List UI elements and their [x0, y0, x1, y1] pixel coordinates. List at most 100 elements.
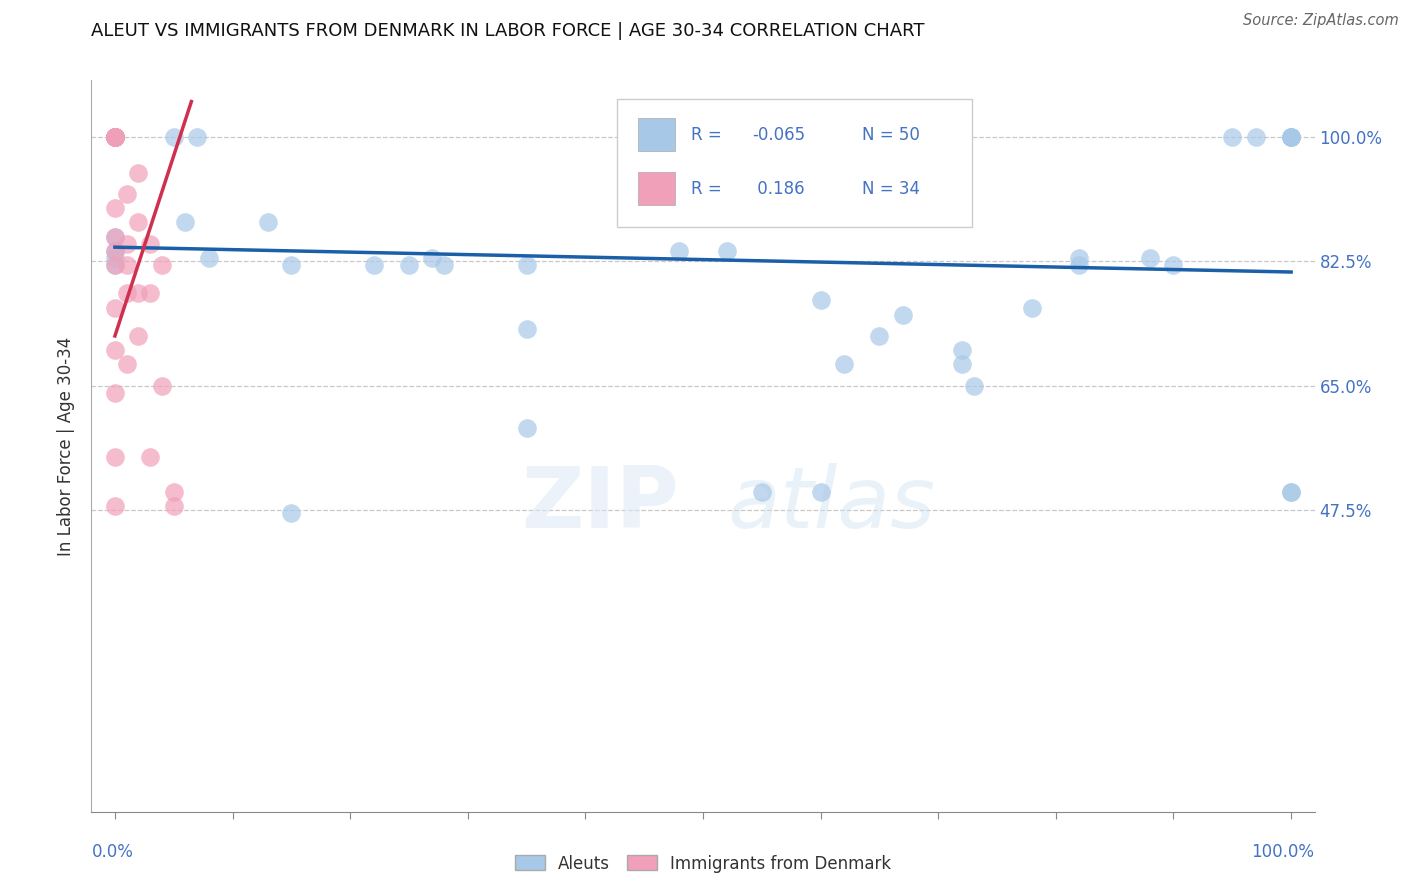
- Point: [174, 215, 197, 229]
- Point: [1021, 301, 1043, 315]
- Point: [1279, 130, 1302, 145]
- Point: [104, 130, 127, 145]
- Text: 0.0%: 0.0%: [91, 843, 134, 861]
- Point: [104, 244, 127, 258]
- Point: [104, 251, 127, 265]
- Text: ALEUT VS IMMIGRANTS FROM DENMARK IN LABOR FORCE | AGE 30-34 CORRELATION CHART: ALEUT VS IMMIGRANTS FROM DENMARK IN LABO…: [91, 22, 925, 40]
- Text: N = 34: N = 34: [862, 179, 920, 197]
- Point: [516, 258, 538, 272]
- Point: [186, 130, 208, 145]
- Point: [1279, 485, 1302, 500]
- FancyBboxPatch shape: [638, 119, 675, 152]
- Point: [962, 378, 984, 392]
- Point: [104, 130, 127, 145]
- Point: [104, 130, 127, 145]
- Point: [950, 343, 973, 358]
- Point: [104, 229, 127, 244]
- Point: [1069, 258, 1091, 272]
- Text: Source: ZipAtlas.com: Source: ZipAtlas.com: [1243, 13, 1399, 29]
- Text: 100.0%: 100.0%: [1251, 843, 1315, 861]
- Point: [1139, 251, 1161, 265]
- Point: [163, 500, 186, 514]
- Point: [1279, 130, 1302, 145]
- Point: [127, 329, 149, 343]
- Point: [104, 385, 127, 400]
- Point: [668, 244, 690, 258]
- Point: [139, 450, 162, 464]
- Point: [115, 236, 138, 251]
- Point: [716, 244, 738, 258]
- Point: [104, 130, 127, 145]
- Point: [104, 130, 127, 145]
- Point: [1220, 130, 1243, 145]
- Point: [280, 258, 302, 272]
- Point: [104, 130, 127, 145]
- Point: [104, 450, 127, 464]
- Point: [751, 485, 773, 500]
- Point: [104, 258, 127, 272]
- Point: [891, 308, 914, 322]
- Point: [950, 357, 973, 371]
- Point: [1279, 485, 1302, 500]
- Point: [198, 251, 221, 265]
- FancyBboxPatch shape: [617, 99, 972, 227]
- Point: [832, 357, 855, 371]
- Point: [104, 130, 127, 145]
- Point: [163, 130, 186, 145]
- Point: [1069, 251, 1091, 265]
- Point: [115, 186, 138, 201]
- Point: [104, 130, 127, 145]
- Point: [868, 329, 890, 343]
- Text: R =: R =: [690, 179, 721, 197]
- Text: -0.065: -0.065: [752, 126, 806, 145]
- Point: [516, 421, 538, 435]
- Point: [1279, 130, 1302, 145]
- Point: [115, 286, 138, 301]
- Point: [104, 258, 127, 272]
- Point: [127, 165, 149, 179]
- Y-axis label: In Labor Force | Age 30-34: In Labor Force | Age 30-34: [58, 336, 76, 556]
- Point: [104, 130, 127, 145]
- Legend: Aleuts, Immigrants from Denmark: Aleuts, Immigrants from Denmark: [508, 848, 898, 880]
- Point: [398, 258, 420, 272]
- Point: [139, 286, 162, 301]
- Point: [104, 130, 127, 145]
- Point: [139, 236, 162, 251]
- Point: [104, 130, 127, 145]
- Point: [104, 500, 127, 514]
- Point: [104, 244, 127, 258]
- Point: [115, 357, 138, 371]
- Point: [163, 485, 186, 500]
- Point: [104, 229, 127, 244]
- Point: [104, 301, 127, 315]
- Text: N = 50: N = 50: [862, 126, 920, 145]
- Point: [104, 130, 127, 145]
- Point: [422, 251, 444, 265]
- Point: [810, 293, 832, 308]
- Point: [363, 258, 385, 272]
- Point: [810, 485, 832, 500]
- Point: [115, 258, 138, 272]
- Point: [104, 130, 127, 145]
- Point: [104, 343, 127, 358]
- Text: atlas: atlas: [727, 463, 935, 546]
- Point: [1244, 130, 1267, 145]
- Point: [104, 201, 127, 215]
- Point: [433, 258, 456, 272]
- Point: [104, 130, 127, 145]
- Point: [127, 286, 149, 301]
- Point: [127, 215, 149, 229]
- FancyBboxPatch shape: [638, 171, 675, 204]
- Point: [150, 258, 173, 272]
- Text: ZIP: ZIP: [520, 463, 679, 546]
- Point: [104, 130, 127, 145]
- Point: [150, 378, 173, 392]
- Point: [1163, 258, 1185, 272]
- Point: [1279, 130, 1302, 145]
- Point: [104, 130, 127, 145]
- Point: [104, 130, 127, 145]
- Text: 0.186: 0.186: [752, 179, 804, 197]
- Text: R =: R =: [690, 126, 721, 145]
- Point: [280, 507, 302, 521]
- Point: [256, 215, 278, 229]
